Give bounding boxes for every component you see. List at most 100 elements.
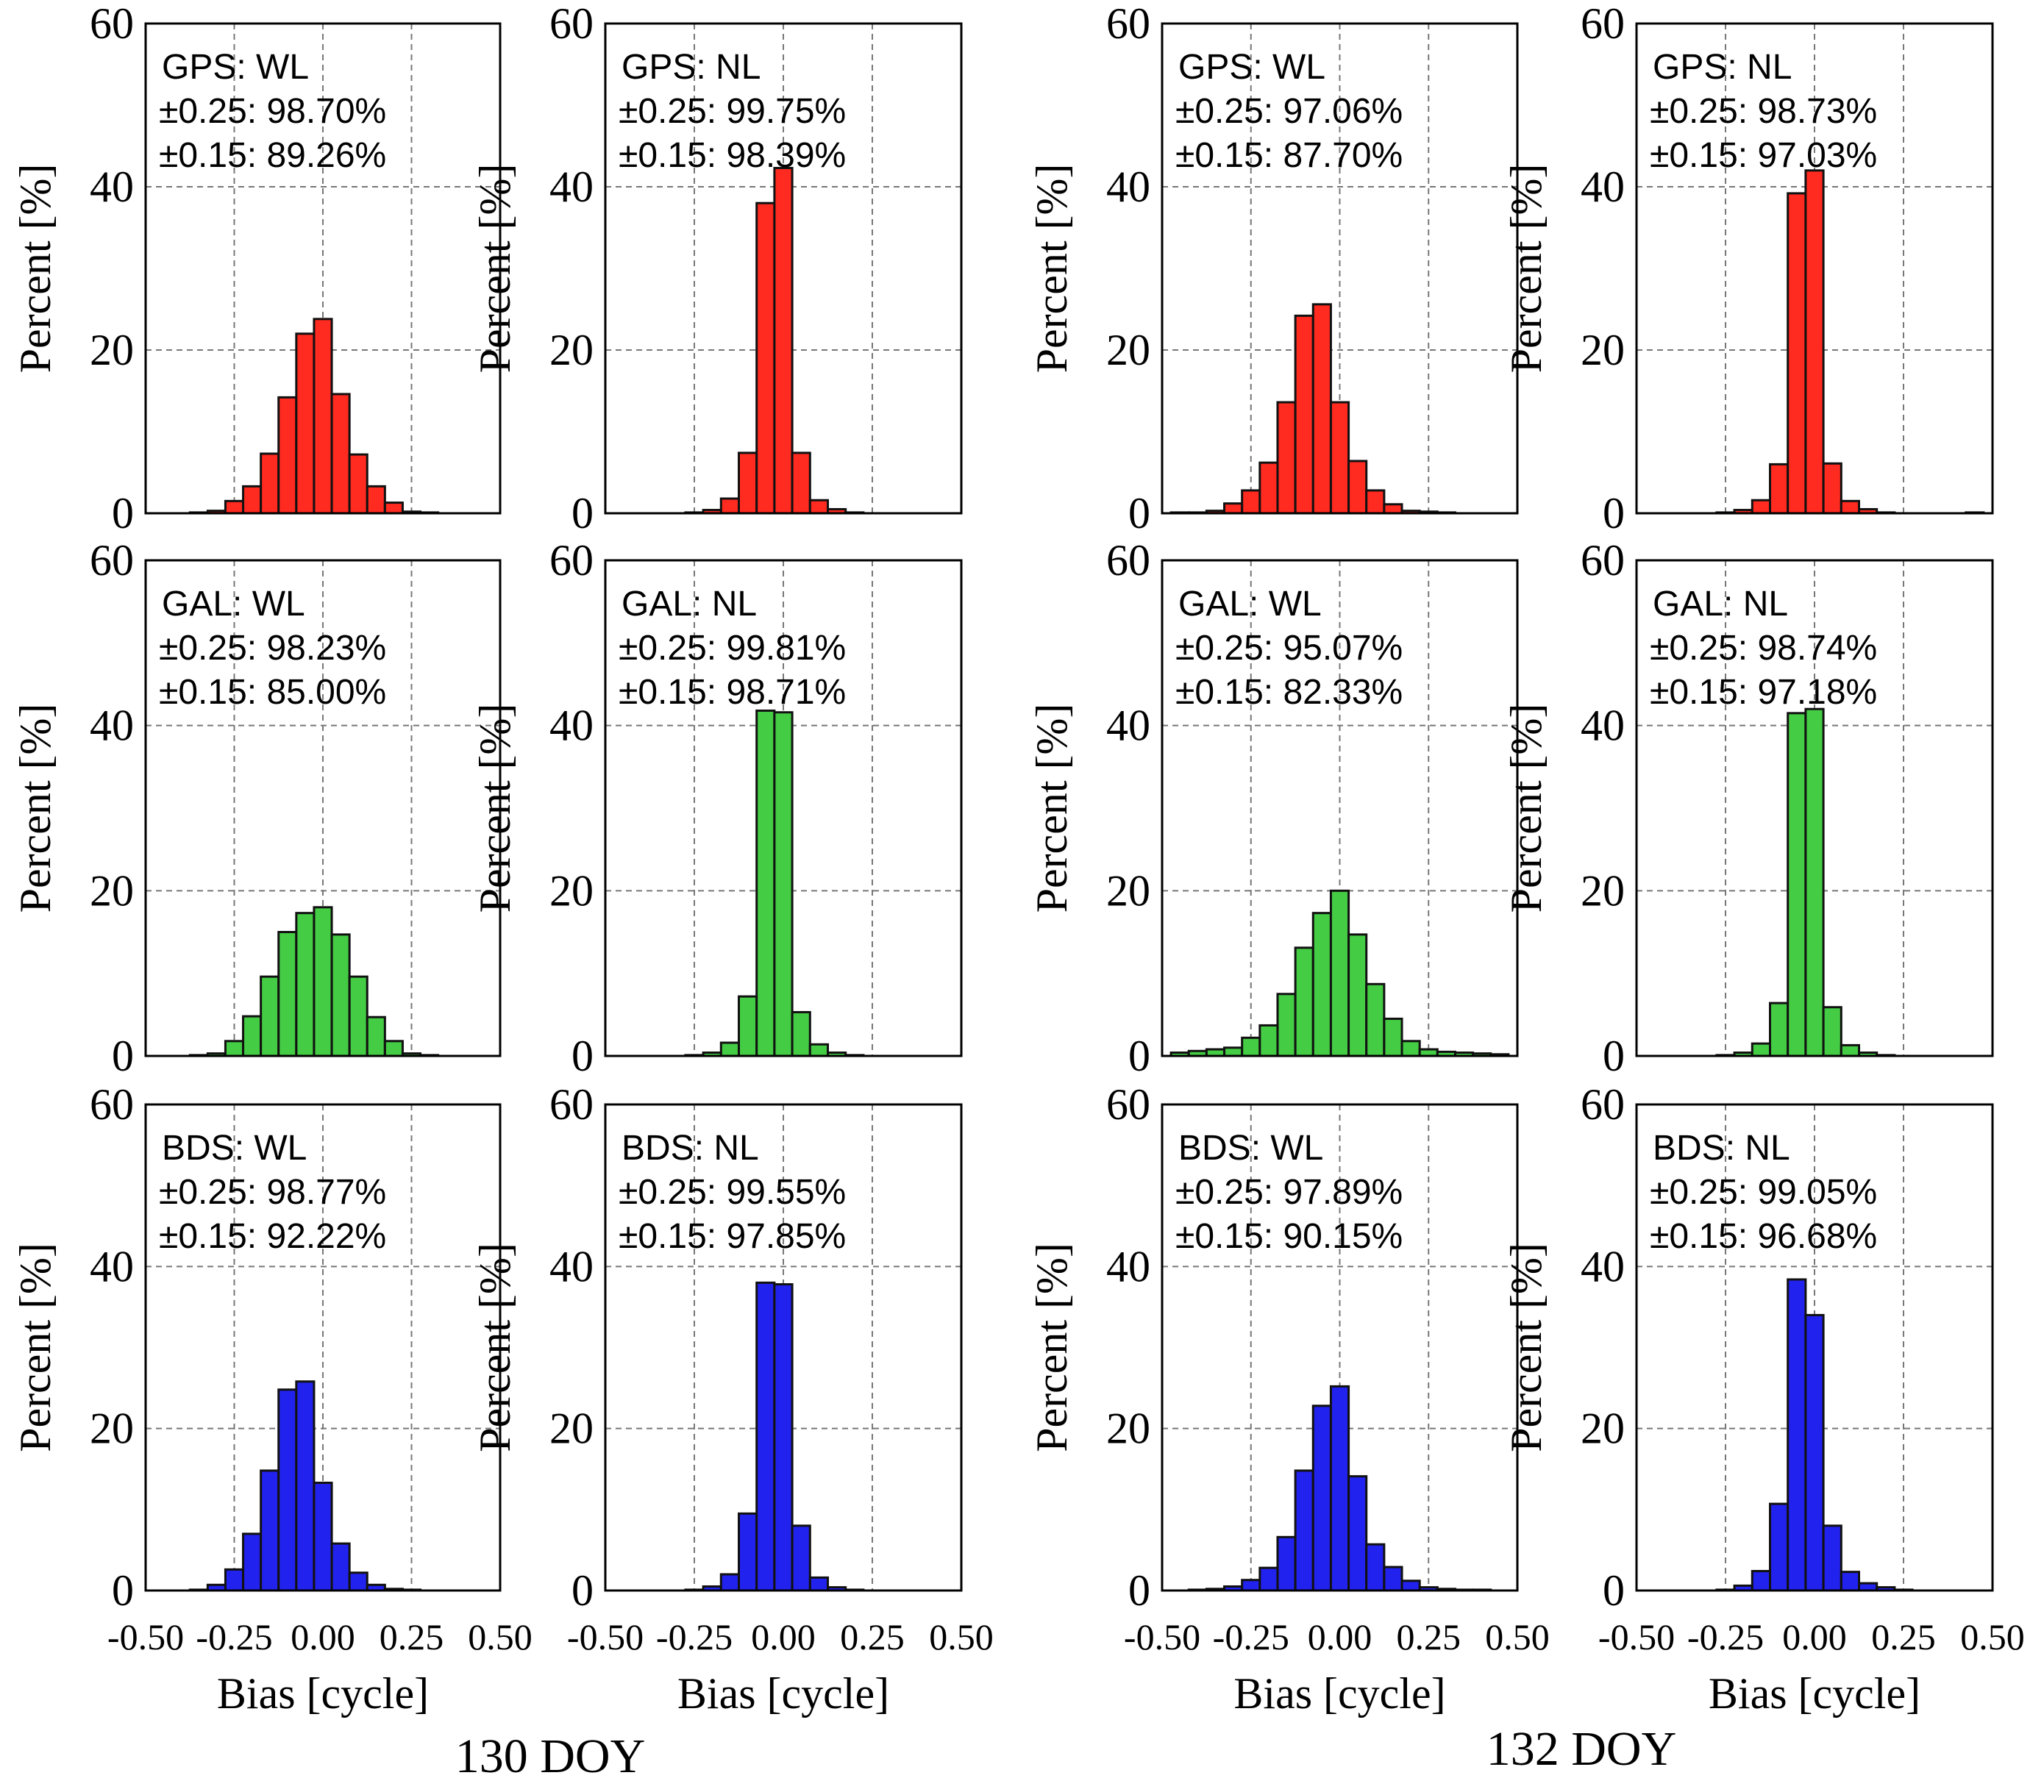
panel-title: GPS: NL	[1653, 48, 1792, 87]
day-label-130: 130 DOY	[455, 1729, 646, 1783]
y-tick-label: 40	[1106, 702, 1150, 750]
histogram-bar	[1822, 1006, 1842, 1057]
histogram-bar	[1804, 707, 1825, 1057]
plot-frame	[144, 1103, 502, 1592]
histogram-bar	[348, 453, 368, 515]
histogram-bar	[738, 1512, 758, 1592]
histogram-bar	[1787, 712, 1807, 1057]
x-axis-label: Bias [cycle]	[1709, 1669, 1920, 1718]
day-label-132: 132 DOY	[1486, 1722, 1677, 1776]
histogram-bar	[1329, 1385, 1350, 1592]
histogram-bar	[1751, 1042, 1772, 1057]
y-tick-label: 0	[571, 489, 594, 538]
histogram-bar	[738, 451, 758, 515]
panel-title: GAL: WL	[1178, 585, 1322, 624]
histogram-bar	[1329, 401, 1350, 515]
histogram-bar	[224, 499, 245, 515]
plot-frame	[144, 559, 502, 1057]
histogram-bar	[295, 332, 316, 515]
stat-015: ±0.15: 87.70%	[1175, 136, 1403, 175]
panel-title: GPS: WL	[162, 48, 309, 87]
y-tick-label: 0	[1603, 489, 1625, 538]
y-tick-label: 60	[90, 0, 134, 48]
stat-015: ±0.15: 90.15%	[1175, 1217, 1403, 1256]
y-tick-label: 40	[90, 163, 134, 211]
plot-frame	[144, 22, 502, 515]
histogram-bar	[755, 1281, 776, 1592]
histogram-bar	[1787, 1278, 1807, 1592]
y-tick-label: 20	[1106, 326, 1150, 374]
y-tick-label: 0	[112, 1032, 134, 1080]
stat-015: ±0.15: 96.68%	[1650, 1217, 1877, 1256]
y-axis-label: Percent [%]	[471, 704, 519, 913]
x-tick-label: -0.25	[1687, 1616, 1764, 1657]
histogram-bar	[1276, 401, 1297, 515]
histogram-bar	[383, 1040, 404, 1057]
histogram-bar	[348, 1571, 368, 1592]
x-tick-label: 0.00	[1308, 1616, 1372, 1657]
histogram-bar	[1365, 982, 1386, 1057]
stat-015: ±0.15: 97.85%	[619, 1217, 846, 1256]
histogram-bar	[719, 1041, 740, 1057]
x-tick-label: 0.50	[1485, 1616, 1550, 1657]
y-tick-label: 0	[1128, 1566, 1150, 1615]
panel-bds-wl-132: 0 20 40 60 Percent [%] BDS: WL ±0.25: 97.89% ±0…	[1028, 1080, 1550, 1718]
y-axis-label: Percent [%]	[1028, 1243, 1076, 1452]
x-tick-label: 0.25	[380, 1616, 444, 1657]
y-tick-label: 20	[90, 866, 134, 915]
stat-025: ±0.25: 99.81%	[619, 629, 846, 668]
histogram-bar	[1769, 1002, 1790, 1057]
histogram-bar	[1258, 1566, 1279, 1592]
y-tick-label: 40	[90, 702, 134, 750]
y-tick-label: 40	[1106, 163, 1150, 211]
y-tick-label: 20	[1581, 326, 1625, 374]
x-tick-label: 0.00	[1782, 1616, 1847, 1657]
histogram-bar	[295, 1380, 316, 1592]
histogram-bar	[738, 995, 758, 1057]
histogram-bar	[383, 501, 404, 515]
stat-025: ±0.25: 97.89%	[1175, 1173, 1403, 1212]
x-tick-label: 0.50	[1960, 1616, 2025, 1657]
histogram-bar	[1840, 1043, 1861, 1057]
y-axis-label: Percent [%]	[11, 1243, 60, 1452]
histogram-bar	[1258, 1024, 1279, 1057]
histogram-bar	[1840, 499, 1861, 515]
panel-gps-nl-130: 0 20 40 60 Percent [%] GPS: NL ±0.25: 99.75% ±0…	[471, 0, 963, 538]
stat-015: ±0.15: 97.03%	[1650, 136, 1877, 175]
stat-025: ±0.25: 99.55%	[619, 1173, 846, 1212]
panel-title: GPS: WL	[1178, 48, 1325, 87]
histogram-bar	[1787, 192, 1807, 515]
histogram-bar	[260, 452, 280, 515]
y-tick-label: 20	[549, 326, 594, 374]
histogram-bar	[224, 1568, 245, 1592]
plot-frame	[1161, 22, 1519, 515]
stat-015: ±0.15: 92.22%	[159, 1217, 386, 1256]
histogram-bar	[313, 318, 333, 515]
x-tick-label: 0.50	[929, 1616, 994, 1657]
y-tick-label: 20	[1581, 1404, 1625, 1453]
y-tick-label: 0	[571, 1032, 594, 1080]
y-tick-label: 20	[549, 866, 594, 915]
y-tick-label: 0	[112, 489, 134, 538]
plot-frame	[1635, 1103, 1994, 1592]
histogram-bar	[260, 975, 280, 1057]
panel-gps-nl-132: 0 20 40 60 Percent [%] GPS: NL ±0.25: 98.73% ±0…	[1502, 0, 1994, 538]
histogram-bar	[1311, 1404, 1332, 1592]
x-axis-label: Bias [cycle]	[217, 1669, 429, 1718]
stat-015: ±0.15: 98.39%	[619, 136, 846, 175]
stat-015: ±0.15: 85.00%	[159, 673, 386, 712]
stat-025: ±0.25: 98.70%	[159, 92, 386, 131]
y-tick-label: 40	[549, 1242, 594, 1291]
histogram-bar	[277, 931, 298, 1057]
histogram-bar	[1383, 1566, 1403, 1592]
plot-frame	[604, 1103, 963, 1592]
y-tick-label: 60	[549, 1080, 594, 1129]
y-tick-label: 0	[1128, 1032, 1150, 1080]
panel-title: GAL: WL	[162, 585, 305, 624]
y-tick-label: 20	[1106, 866, 1150, 915]
x-tick-label: -0.25	[656, 1616, 733, 1657]
histogram-bar	[224, 1040, 245, 1057]
histogram-bar	[330, 1542, 351, 1592]
histogram-bar	[791, 1010, 811, 1057]
